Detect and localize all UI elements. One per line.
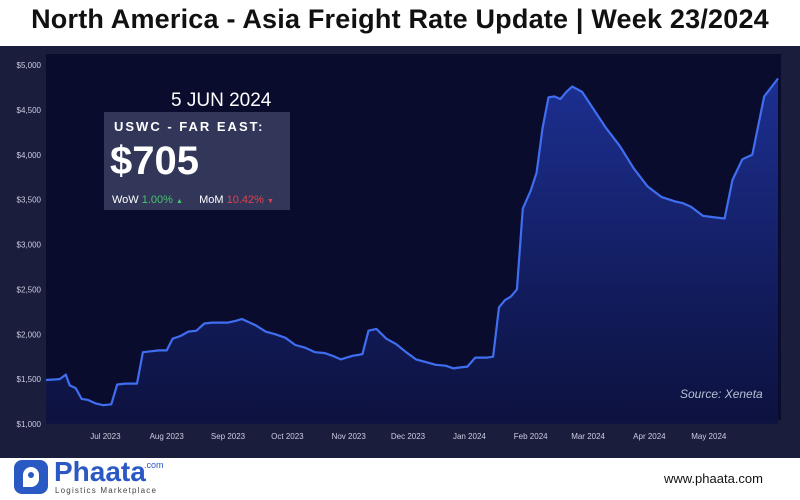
callout-date: 5 JUN 2024 xyxy=(171,90,272,111)
website-url: www.phaata.com xyxy=(664,471,763,486)
y-tick-label: $4,000 xyxy=(17,151,42,160)
page-title: North America - Asia Freight Rate Update… xyxy=(31,4,769,34)
x-tick-label: May 2024 xyxy=(691,432,727,441)
brand-tagline: Logistics Marketplace xyxy=(55,486,158,495)
y-tick-label: $2,000 xyxy=(17,330,42,339)
x-tick-label: Oct 2023 xyxy=(271,432,304,441)
rate-changes: WoW 1.00% ▲ MoM 10.42% ▼ xyxy=(112,194,274,206)
x-tick-label: Jul 2023 xyxy=(90,432,121,441)
phaata-logo: Phaata .com Logistics Marketplace xyxy=(14,456,194,498)
y-tick-label: $4,500 xyxy=(17,106,42,115)
x-tick-label: Feb 2024 xyxy=(514,432,548,441)
x-tick-label: Dec 2023 xyxy=(391,432,426,441)
mom-value: 10.42% xyxy=(226,194,264,206)
down-arrow-icon: ▼ xyxy=(266,198,274,205)
x-axis-ticks: Jul 2023 Aug 2023 Sep 2023 Oct 2023 Nov 2023… xyxy=(90,432,727,441)
brand-suffix: .com xyxy=(144,460,164,470)
wow-label: WoW xyxy=(112,194,139,206)
y-tick-label: $1,500 xyxy=(17,375,42,384)
x-tick-label: Jan 2024 xyxy=(453,432,486,441)
logo-mark-icon xyxy=(14,460,48,494)
x-tick-label: Sep 2023 xyxy=(211,432,246,441)
y-tick-label: $2,500 xyxy=(17,285,42,294)
source-note: Source: Xeneta xyxy=(680,387,763,401)
x-tick-label: Apr 2024 xyxy=(633,432,666,441)
rate-line xyxy=(45,77,779,407)
mom-label: MoM xyxy=(199,194,224,206)
route-label: USWC - FAR EAST: xyxy=(114,119,265,134)
x-tick-label: Aug 2023 xyxy=(150,432,185,441)
x-tick-label: Nov 2023 xyxy=(332,432,367,441)
y-axis-ticks: $1,000 $1,500 $2,000 $2,500 $3,000 $3,500 $4,0… xyxy=(17,61,42,429)
brand-name: Phaata xyxy=(54,456,146,487)
rate-value: $705 xyxy=(110,139,199,183)
y-tick-label: $5,000 xyxy=(17,61,42,70)
wow-value: 1.00% xyxy=(141,194,173,206)
y-tick-label: $3,500 xyxy=(17,196,42,205)
y-tick-label: $3,000 xyxy=(17,241,42,250)
y-tick-label: $1,000 xyxy=(17,420,42,429)
x-tick-label: Mar 2024 xyxy=(571,432,605,441)
up-arrow-icon: ▲ xyxy=(176,198,183,205)
rate-area-fill xyxy=(46,78,778,424)
rate-callout-box: USWC - FAR EAST: $705 WoW 1.00% ▲ MoM 10… xyxy=(104,112,290,210)
